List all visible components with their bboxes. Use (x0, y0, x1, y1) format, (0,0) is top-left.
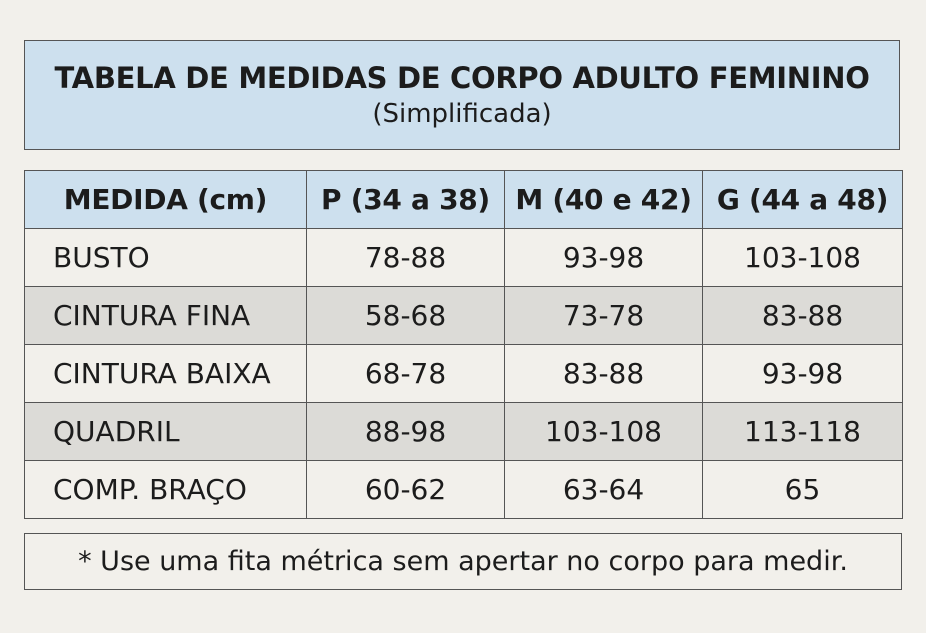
table-row: CINTURA BAIXA 68-78 83-88 93-98 (24, 344, 903, 403)
size-table: MEDIDA (cm) P (34 a 38) M (40 e 42) G (4… (24, 170, 903, 519)
cell-m: 63-64 (504, 460, 703, 519)
measurement-note: * Use uma fita métrica sem apertar no co… (24, 533, 902, 590)
cell-g: 93-98 (702, 344, 903, 403)
cell-m: 93-98 (504, 228, 703, 287)
row-label: QUADRIL (24, 402, 307, 461)
cell-m: 83-88 (504, 344, 703, 403)
cell-p: 60-62 (306, 460, 505, 519)
cell-p: 78-88 (306, 228, 505, 287)
cell-g: 65 (702, 460, 903, 519)
row-label: CINTURA BAIXA (24, 344, 307, 403)
header-row: MEDIDA (cm) P (34 a 38) M (40 e 42) G (4… (24, 170, 903, 229)
table-row: CINTURA FINA 58-68 73-78 83-88 (24, 286, 903, 345)
cell-m: 103-108 (504, 402, 703, 461)
title-box: TABELA DE MEDIDAS DE CORPO ADULTO FEMINI… (24, 40, 900, 150)
table-title: TABELA DE MEDIDAS DE CORPO ADULTO FEMINI… (54, 61, 870, 95)
header-size-m: M (40 e 42) (504, 170, 703, 229)
row-label: CINTURA FINA (24, 286, 307, 345)
cell-p: 88-98 (306, 402, 505, 461)
cell-g: 83-88 (702, 286, 903, 345)
cell-m: 73-78 (504, 286, 703, 345)
table-row: COMP. BRAÇO 60-62 63-64 65 (24, 460, 903, 519)
row-label: BUSTO (24, 228, 307, 287)
cell-p: 58-68 (306, 286, 505, 345)
table-subtitle: (Simplificada) (372, 99, 552, 129)
header-measure: MEDIDA (cm) (24, 170, 307, 229)
header-size-p: P (34 a 38) (306, 170, 505, 229)
cell-g: 113-118 (702, 402, 903, 461)
table-row: QUADRIL 88-98 103-108 113-118 (24, 402, 903, 461)
table-row: BUSTO 78-88 93-98 103-108 (24, 228, 903, 287)
row-label: COMP. BRAÇO (24, 460, 307, 519)
cell-p: 68-78 (306, 344, 505, 403)
cell-g: 103-108 (702, 228, 903, 287)
header-size-g: G (44 a 48) (702, 170, 903, 229)
